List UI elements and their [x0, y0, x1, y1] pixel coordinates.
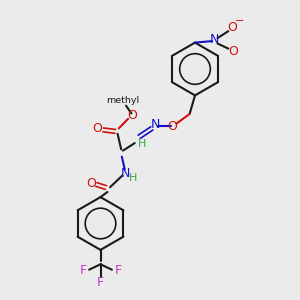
Text: O: O: [167, 120, 177, 133]
Text: N: N: [210, 33, 219, 46]
Text: O: O: [228, 45, 238, 58]
Text: O: O: [86, 177, 96, 190]
Text: H: H: [138, 139, 146, 149]
Text: methyl: methyl: [106, 96, 139, 105]
Text: H: H: [129, 173, 137, 183]
Text: O: O: [228, 21, 237, 34]
Text: −: −: [235, 16, 244, 26]
Text: F: F: [97, 276, 104, 290]
Text: O: O: [128, 109, 137, 122]
Text: O: O: [92, 122, 102, 135]
Text: N: N: [121, 167, 130, 180]
Text: F: F: [80, 264, 87, 278]
Text: F: F: [114, 264, 122, 278]
Text: N: N: [150, 118, 160, 131]
